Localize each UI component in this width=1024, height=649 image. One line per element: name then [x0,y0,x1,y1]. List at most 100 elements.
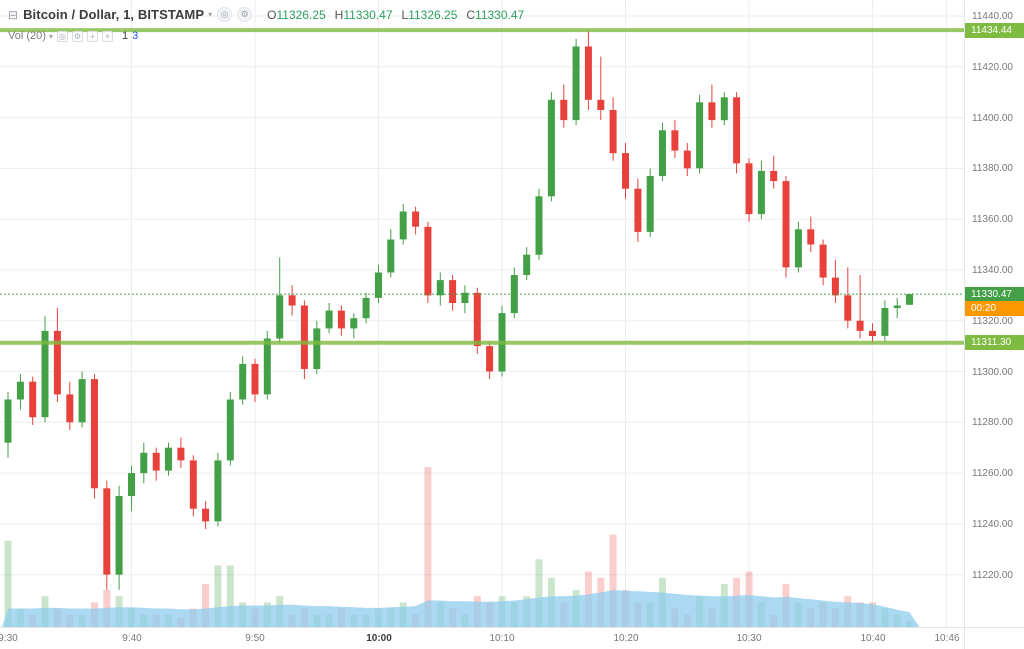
candle-body [103,488,111,575]
candle-body [226,399,234,461]
candle-body [609,110,617,154]
candle-body [869,330,876,336]
price-axis-label: 11400.00 [972,113,1013,124]
candle-body [844,295,852,321]
price-axis[interactable]: 11440.00 11420.00 11400.00 11380.00 11360.00… [964,0,1024,627]
candle-body [634,188,642,232]
candle-body [696,102,704,169]
candle-body [547,99,555,197]
candle-body [622,153,629,189]
candle-body [597,99,605,110]
candle-body [4,399,12,443]
price-axis-label: 11380.00 [972,163,1013,174]
candle-body [794,229,802,268]
candle-body [140,452,148,474]
candle-body [412,211,420,227]
time-axis-label: 10:46 [934,633,960,644]
open-value: 11326.25 [276,7,326,22]
candle-body [486,346,494,372]
candle-body [16,381,24,400]
candle-body [708,102,716,121]
volume-bar [424,467,432,627]
volume-bar [214,565,222,627]
candle-body [251,363,259,395]
candle-body [337,310,345,329]
add-icon[interactable]: + [86,30,98,42]
candle-body [757,170,765,215]
time-axis-label: 10:10 [489,633,515,644]
candle-body [659,130,666,176]
chevron-down-icon[interactable]: ▾ [48,31,53,41]
chart-legend: ⊟ Bitcoin / Dollar, 1, BITSTAMP ▾ ◎ ⚙ O1… [8,6,533,43]
candle-body [683,150,691,169]
axis-corner [964,627,1024,649]
time-axis-label: 10:30 [736,633,762,644]
gear-icon[interactable]: ⚙ [71,30,83,42]
chart-plot[interactable]: ⊟ Bitcoin / Dollar, 1, BITSTAMP ▾ ◎ ⚙ O1… [0,0,964,627]
price-axis-label: 11280.00 [972,417,1013,428]
close-icon[interactable]: × [101,30,113,42]
volume-bar [535,559,543,627]
candle-body [671,130,679,151]
candle-body [819,244,827,278]
price-axis-label: 11220.00 [972,570,1013,581]
price-axis-label: 11440.00 [972,11,1013,22]
price-axis-label: 11420.00 [972,62,1013,73]
candle-body [128,473,135,496]
volume-value: 1 [121,30,129,42]
candle-body [720,97,728,121]
candle-body [53,330,61,395]
chart-canvas[interactable] [0,0,964,627]
candle-body [535,196,543,255]
gear-icon[interactable]: ⚙ [237,7,253,22]
time-axis-label: 9:30 [0,633,18,644]
candle-body [881,308,889,336]
panel-toggle-icon[interactable]: ⊟ [8,7,19,22]
high-value: 11330.47 [343,7,393,22]
ohlc-values: O11326.25 H11330.47 L11326.25 C11330.47 [267,8,533,22]
price-axis-label: 11340.00 [972,265,1013,276]
candle-body [152,452,160,471]
candle-body [375,272,382,298]
price-axis-label: 11240.00 [972,519,1013,530]
time-axis[interactable]: 9:30 9:40 9:50 10:00 10:10 10:20 10:30 10:40 10:… [0,627,964,649]
price-level-badge: 11434.44 [965,23,1024,38]
candle-body [78,379,86,423]
time-axis-label: 9:50 [245,633,265,644]
candle-body [856,320,864,331]
symbol-title[interactable]: Bitcoin / Dollar, 1, BITSTAMP [23,7,205,22]
candle-body [313,328,321,369]
time-axis-label: 9:40 [122,633,142,644]
price-axis-label: 11320.00 [972,316,1013,327]
time-axis-label: 10:40 [860,633,886,644]
candle-body [350,318,358,329]
low-label: L [401,7,409,22]
time-axis-label: 10:20 [613,633,639,644]
candle-body [770,170,778,182]
candle-body [449,280,457,303]
volume-ma-area [2,590,920,627]
volume-indicator-row: Vol (20) ▾ ◎ ⚙ + × 1 3 [8,29,533,43]
candle-body [572,46,580,121]
candle-body [91,379,98,489]
open-label: O [267,7,277,22]
candle-body [115,496,123,575]
candle-body [473,292,481,347]
candle-body [584,46,592,100]
candle-body [807,229,815,245]
candle-body [165,447,172,471]
candle-body [387,239,395,273]
candle-body [239,363,247,400]
eye-icon[interactable]: ◎ [217,7,233,22]
candle-body [41,330,49,418]
eye-icon[interactable]: ◎ [56,30,68,42]
price-axis-label: 11260.00 [972,468,1013,479]
candle-body [560,99,568,121]
candle-body [461,292,469,303]
volume-bar [4,540,12,627]
candle-body [424,226,432,296]
candle-body [893,305,901,308]
candle-body [436,280,444,296]
chevron-down-icon[interactable]: ▾ [208,10,213,19]
volume-indicator-label[interactable]: Vol (20) [8,30,46,42]
